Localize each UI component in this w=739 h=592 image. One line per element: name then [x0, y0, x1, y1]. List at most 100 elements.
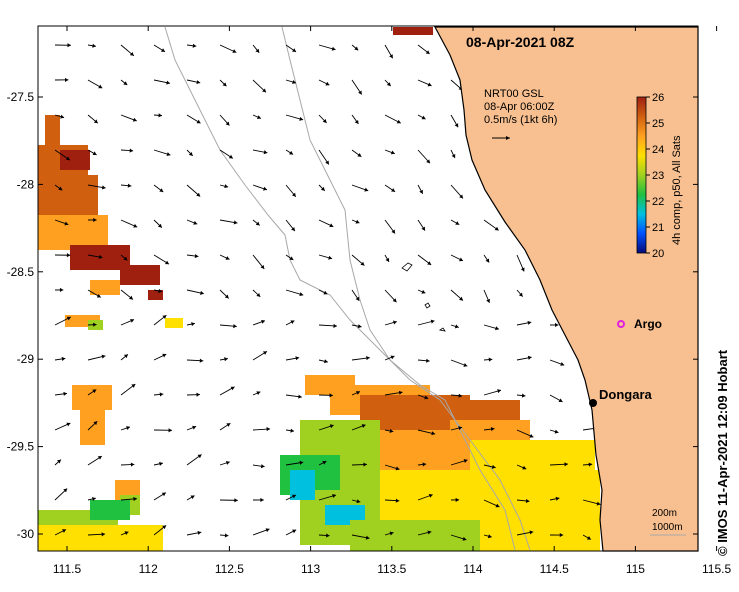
map-title: 08-Apr-2021 08Z: [466, 34, 575, 50]
current-arrowhead: [92, 151, 97, 156]
current-arrowhead: [392, 320, 397, 325]
current-arrowhead: [455, 221, 460, 225]
scale-200m: 200m: [652, 508, 677, 519]
current-arrowhead: [131, 384, 136, 388]
source-line-1: NRT00 GSL: [484, 88, 544, 100]
current-arrowhead: [427, 261, 432, 265]
current-arrowhead: [392, 298, 397, 303]
current-arrowhead: [421, 289, 426, 294]
current-arrowhead: [228, 154, 233, 159]
current-arrowhead: [555, 322, 559, 328]
current-arrowhead: [298, 394, 302, 399]
current-arrowhead: [458, 426, 463, 431]
argo-float: Argo: [617, 317, 662, 331]
current-arrowhead: [425, 50, 430, 54]
current-arrowhead: [525, 498, 530, 504]
current-arrowhead: [559, 532, 564, 538]
current-arrowhead: [291, 494, 296, 499]
current-arrowhead: [564, 462, 568, 467]
current-arrowhead: [57, 459, 61, 464]
current-arrowhead: [459, 194, 463, 199]
current-arrowhead: [427, 530, 432, 535]
sst-west-patch: [165, 318, 183, 328]
current-arrowhead: [386, 82, 391, 87]
current-arrowhead: [292, 48, 297, 52]
current-arrowhead: [233, 324, 237, 329]
current-arrowhead: [166, 80, 170, 85]
current-arrowhead: [354, 119, 359, 124]
current-arrowhead: [292, 529, 297, 534]
current-arrowhead: [62, 529, 67, 533]
current-arrowhead: [191, 322, 195, 327]
sst-south-body: [370, 430, 450, 470]
contour-1000m: [281, 26, 516, 551]
current-arrowhead: [196, 119, 201, 124]
current-arrowhead: [123, 81, 128, 85]
current-arrowhead: [129, 148, 134, 153]
current-arrowhead: [132, 117, 137, 122]
current-arrowhead: [389, 531, 394, 536]
current-arrowhead: [421, 115, 426, 120]
current-arrows: [54, 43, 601, 541]
current-arrowhead: [529, 433, 534, 438]
current-arrowhead: [192, 43, 197, 48]
current-arrowhead: [426, 358, 430, 363]
current-arrowhead: [262, 351, 267, 355]
current-arrowhead: [527, 320, 532, 325]
current-arrowhead: [93, 119, 98, 124]
current-arrowhead: [226, 423, 231, 427]
current-arrowhead: [356, 390, 361, 395]
current-arrowhead: [160, 48, 165, 52]
current-arrowhead: [255, 48, 260, 53]
current-arrowhead: [197, 530, 202, 535]
current-arrowhead: [328, 255, 333, 260]
current-arrowhead: [162, 525, 167, 530]
current-arrowhead: [364, 187, 369, 192]
current-arrowhead: [366, 356, 370, 361]
place-dongara: Dongara: [589, 387, 653, 407]
colorbar-tick-label: 21: [652, 222, 664, 234]
dongara-marker: [589, 399, 597, 407]
current-arrowhead: [130, 462, 135, 467]
current-arrowhead: [428, 493, 433, 498]
current-arrowhead: [224, 184, 229, 189]
current-arrowhead: [419, 189, 423, 194]
current-arrowhead: [230, 386, 235, 391]
sst-warm-nw: [90, 280, 120, 295]
x-tick-label: 113.5: [377, 562, 406, 576]
current-arrowhead: [487, 534, 492, 539]
current-arrowhead: [225, 121, 230, 126]
colorbar-label: 4h comp, p50, All Sats: [671, 135, 683, 245]
current-arrowhead: [224, 294, 229, 299]
colorbar-gradient: [636, 96, 647, 254]
current-arrowhead: [299, 292, 304, 297]
source-info: NRT00 GSL 08-Apr 06:00Z 0.5m/s (1kt 6h): [484, 88, 557, 127]
current-arrowhead: [157, 223, 162, 228]
current-arrowhead: [454, 123, 459, 128]
colorbar-tick-label: 23: [652, 170, 664, 182]
colorbar-tick-label: 20: [652, 248, 664, 260]
current-arrowhead: [363, 462, 367, 467]
sst-west-patch: [72, 385, 112, 410]
current-arrowhead: [295, 356, 300, 361]
current-arrowhead: [133, 223, 138, 228]
current-arrowhead: [495, 326, 499, 331]
current-arrowhead: [98, 254, 103, 259]
current-arrowhead: [497, 389, 501, 394]
current-arrowhead: [455, 497, 460, 502]
source-line-3: 0.5m/s (1kt 6h): [484, 114, 558, 126]
current-arrowhead: [93, 217, 97, 223]
current-arrowhead: [232, 49, 237, 53]
current-arrowhead: [265, 528, 270, 533]
current-arrowhead: [431, 431, 436, 436]
current-arrowhead: [193, 220, 198, 225]
current-arrowhead: [256, 292, 261, 297]
current-arrowhead: [356, 499, 361, 504]
current-arrowhead: [260, 497, 264, 503]
current-arrowhead: [522, 465, 527, 470]
current-arrowhead: [101, 185, 106, 190]
current-arrowhead: [555, 496, 560, 501]
sst-warm-nw: [38, 215, 108, 250]
current-arrowhead: [299, 460, 304, 465]
